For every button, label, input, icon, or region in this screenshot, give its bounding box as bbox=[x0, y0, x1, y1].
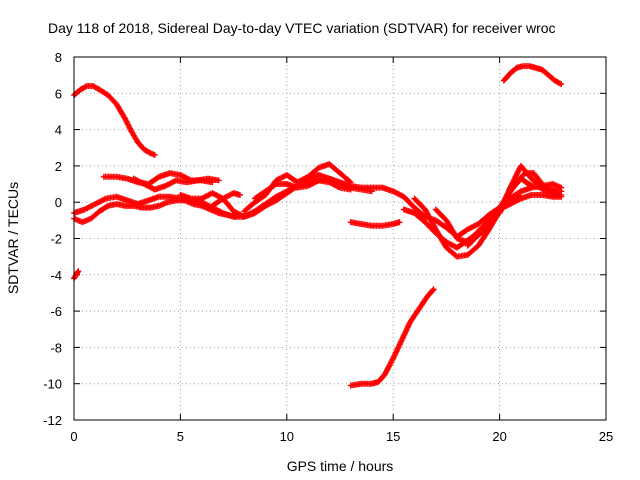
y-tick-label: -12 bbox=[43, 413, 62, 428]
data-point bbox=[75, 268, 82, 275]
series-arc-high-late bbox=[500, 63, 565, 88]
data-point bbox=[151, 152, 158, 159]
data-point bbox=[236, 191, 243, 198]
plot-frame bbox=[73, 56, 607, 421]
data-points bbox=[71, 63, 565, 389]
data-point bbox=[558, 184, 565, 191]
data-point bbox=[396, 219, 403, 226]
series-arc-4 bbox=[130, 175, 222, 193]
data-point bbox=[101, 196, 108, 203]
ticks: 0 5 10 15 20 25 -12 -10 -8 -6 -4 -2 0 2 4 6 8 bbox=[43, 50, 613, 444]
series-arc-10 bbox=[347, 219, 403, 229]
data-point bbox=[218, 209, 225, 216]
x-tick-label: 5 bbox=[177, 429, 184, 444]
y-tick-label: -8 bbox=[50, 340, 62, 355]
data-point bbox=[314, 178, 321, 185]
chart-title: Day 118 of 2018, Sidereal Day-to-day VTE… bbox=[48, 20, 556, 36]
series-arc-9 bbox=[347, 286, 437, 389]
series-arc-high-early bbox=[71, 83, 158, 159]
data-point bbox=[74, 269, 81, 276]
y-tick-label: -10 bbox=[43, 377, 62, 392]
data-point bbox=[557, 80, 564, 87]
y-tick-label: 6 bbox=[55, 86, 62, 101]
data-point bbox=[556, 191, 563, 198]
x-tick-label: 10 bbox=[280, 429, 294, 444]
x-tick-label: 25 bbox=[599, 429, 613, 444]
data-point bbox=[516, 196, 523, 203]
series-arc-6 bbox=[209, 190, 243, 209]
y-tick-label: 4 bbox=[55, 123, 62, 138]
x-tick-label: 20 bbox=[492, 429, 506, 444]
data-point bbox=[429, 287, 436, 294]
x-tick-label: 15 bbox=[386, 429, 400, 444]
data-point bbox=[271, 181, 278, 188]
data-point bbox=[430, 286, 437, 293]
grid bbox=[74, 57, 606, 420]
x-axis-title: GPS time / hours bbox=[287, 458, 394, 474]
y-tick-label: 2 bbox=[55, 159, 62, 174]
y-tick-label: 8 bbox=[55, 50, 62, 65]
x-tick-label: 0 bbox=[70, 429, 77, 444]
data-point bbox=[146, 149, 153, 156]
data-point bbox=[215, 177, 222, 184]
y-tick-label: 0 bbox=[55, 195, 62, 210]
y-tick-label: -2 bbox=[50, 232, 62, 247]
y-axis-title: SDTVAR / TECUs bbox=[5, 182, 21, 294]
data-point bbox=[558, 81, 565, 88]
y-tick-label: -6 bbox=[50, 304, 62, 319]
series-arc-16 bbox=[496, 170, 563, 217]
data-point bbox=[82, 83, 89, 90]
y-tick-label: -4 bbox=[50, 268, 62, 283]
